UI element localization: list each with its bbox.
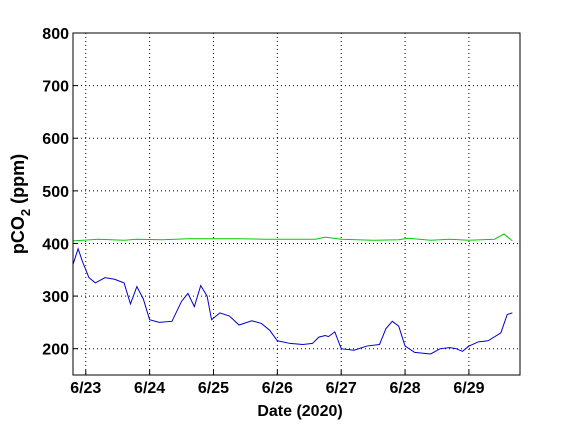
y-tick-label: 400 <box>42 236 69 253</box>
data-line <box>72 233 513 242</box>
y-tick-label: 200 <box>42 342 69 359</box>
x-tick-label: 6/28 <box>389 380 420 397</box>
y-axis-label: pCO2 (ppm) <box>8 154 33 254</box>
y-label-subscript: 2 <box>18 209 33 216</box>
x-axis-label: Date (2020) <box>257 403 342 420</box>
x-tick-label: 6/25 <box>198 380 229 397</box>
y-label-main: pCO <box>8 216 28 254</box>
x-tick-label: 6/23 <box>70 380 101 397</box>
y-tick-label: 600 <box>42 131 69 148</box>
data-line <box>72 247 513 355</box>
plot-frame <box>72 32 521 376</box>
x-tick-label: 6/26 <box>262 380 293 397</box>
x-tick-label: 6/24 <box>134 380 165 397</box>
x-tick-label: 6/27 <box>326 380 357 397</box>
y-label-unit: (ppm) <box>8 154 28 209</box>
y-tick-label: 500 <box>42 184 69 201</box>
y-tick-label: 800 <box>42 26 69 43</box>
y-tick-label: 300 <box>42 289 69 306</box>
y-tick-label: 700 <box>42 79 69 96</box>
x-tick-label: 6/29 <box>453 380 484 397</box>
